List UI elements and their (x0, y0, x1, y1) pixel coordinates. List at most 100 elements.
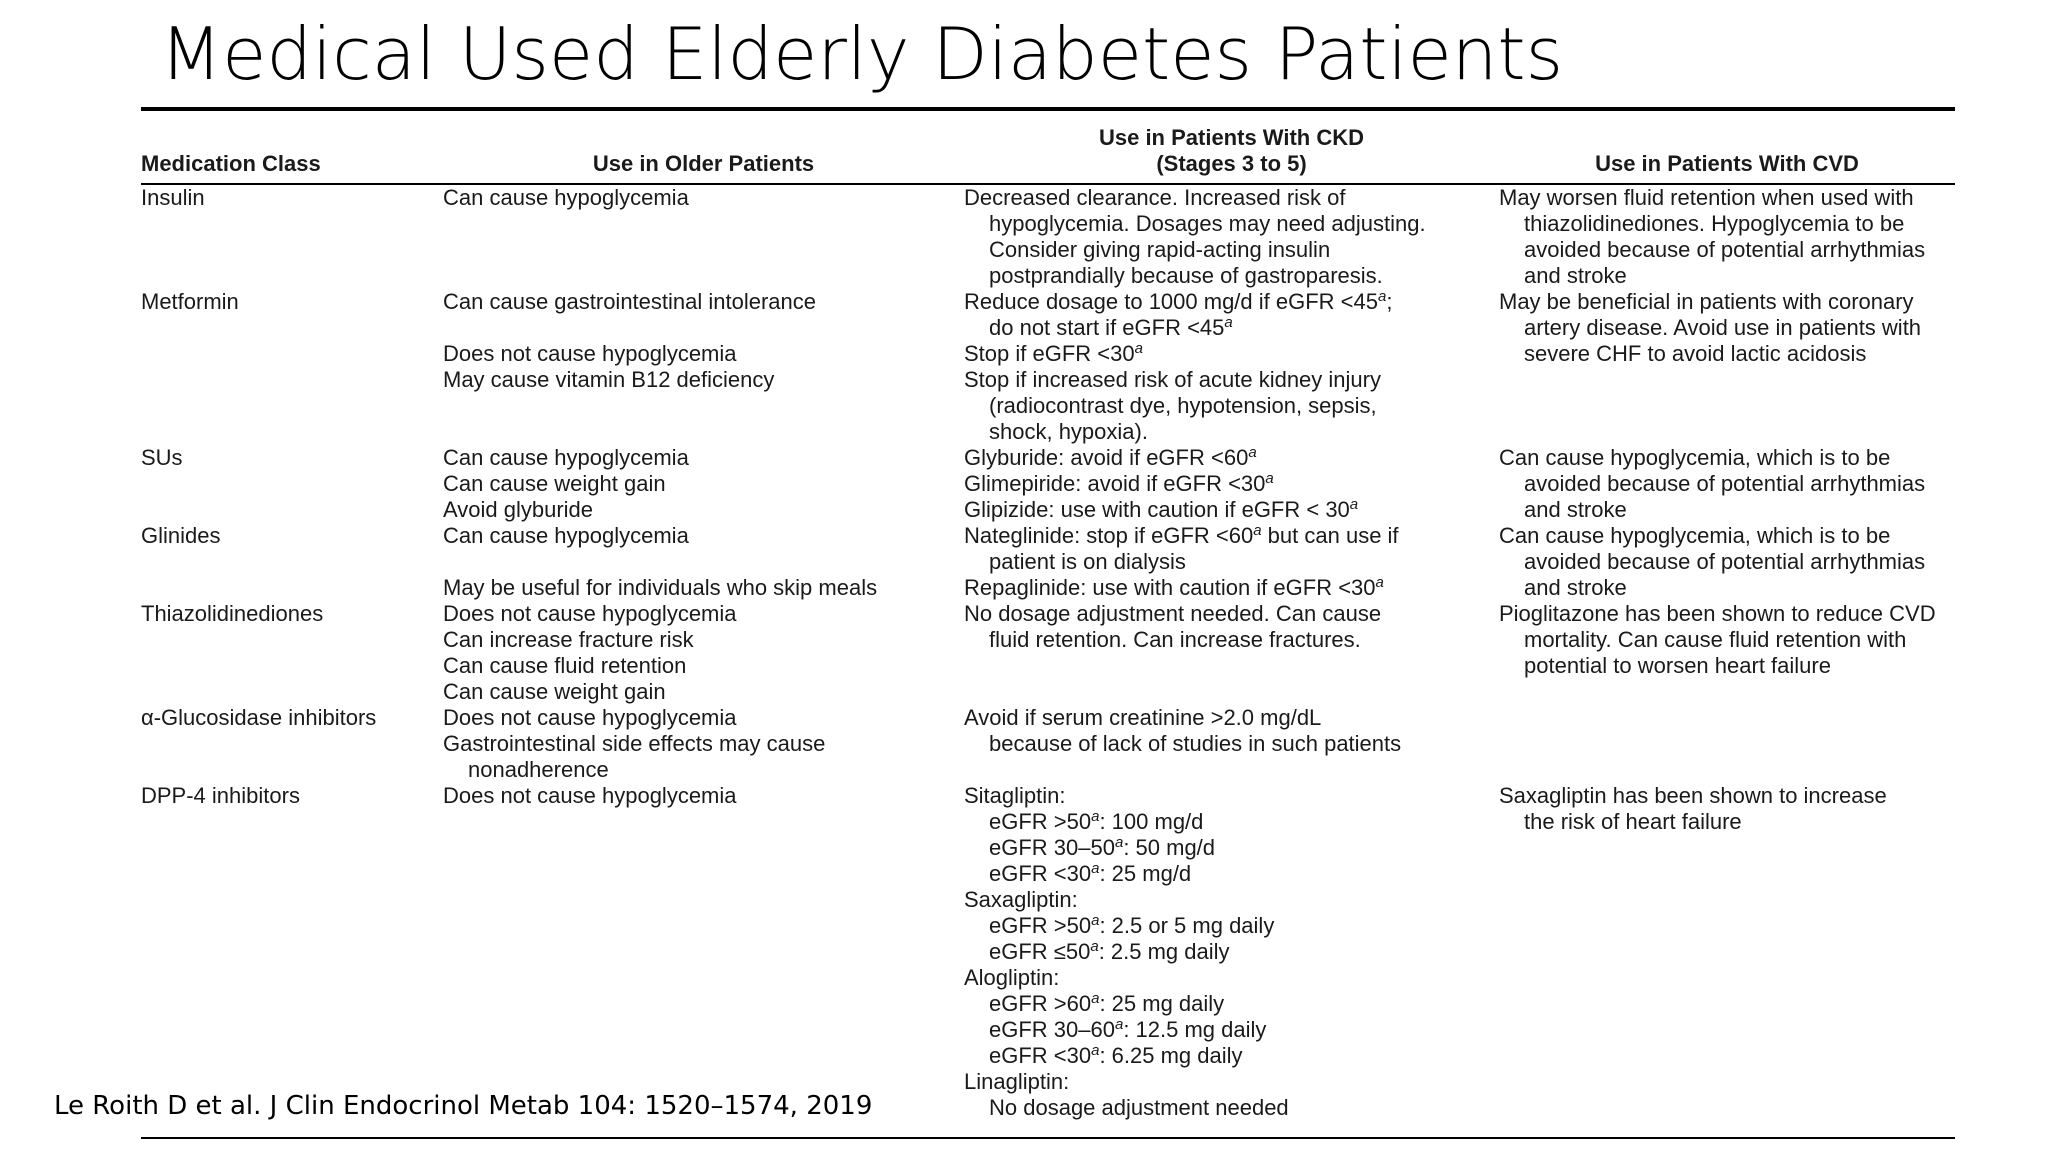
ckd-text: eGFR 30–60a: 12.5 mg daily (964, 1017, 1499, 1043)
table-row: Insulin Can cause hypoglycemia Decreased… (141, 184, 1955, 289)
ckd-fragment: Reduce dosage to 1000 mg/d if eGFR <45 (964, 289, 1378, 314)
ckd-text: eGFR <30a: 6.25 mg daily (964, 1043, 1499, 1069)
table-row: Glinides Can cause hypoglycemia May be u… (141, 523, 1955, 601)
cvd-text: and stroke (1524, 263, 1627, 288)
ckd-fragment: but can use if (1261, 523, 1399, 548)
table-row: SUs Can cause hypoglycemia Can cause wei… (141, 445, 1955, 523)
cell-ckd: Reduce dosage to 1000 mg/d if eGFR <45a;… (964, 289, 1499, 445)
medication-class-name: Metformin (141, 289, 239, 314)
footnote-marker: a (1253, 522, 1262, 539)
table-row: α-Glucosidase inhibitors Does not cause … (141, 705, 1955, 783)
cell-cvd: May worsen fluid retention when used wit… (1499, 184, 1955, 289)
ckd-text: Stop if eGFR <30a (964, 341, 1499, 367)
ckd-fragment: eGFR 30–50 (989, 835, 1115, 860)
cvd-text: avoided because of potential arrhythmias (1524, 237, 1926, 262)
ckd-fragment: eGFR 30–60 (989, 1017, 1115, 1042)
spacer (443, 549, 964, 575)
ckd-text: Decreased clearance. Increased risk of (964, 185, 1346, 210)
cvd-text: potential to worsen heart failure (1524, 653, 1831, 678)
header-ckd: Use in Patients With CKD (Stages 3 to 5) (964, 119, 1499, 185)
footnote-marker: a (1349, 496, 1359, 513)
header-older-patients: Use in Older Patients (443, 119, 964, 185)
medication-class-name: SUs (141, 445, 183, 470)
table-row: Thiazolidinediones Does not cause hypogl… (141, 601, 1955, 705)
ckd-fragment: Glyburide: avoid if eGFR <60 (964, 445, 1249, 470)
cvd-text: Saxagliptin has been shown to increase (1499, 783, 1887, 808)
older-text: Does not cause hypoglycemia (443, 783, 737, 808)
ckd-text: Sitagliptin: (964, 783, 1066, 808)
ckd-text: eGFR >50a: 100 mg/d (964, 809, 1499, 835)
cvd-text: the risk of heart failure (1524, 809, 1742, 834)
ckd-text: eGFR <30a: 25 mg/d (964, 861, 1499, 887)
ckd-text: Stop if increased risk of acute kidney i… (964, 367, 1381, 392)
ckd-fragment: Stop if eGFR <30 (964, 341, 1135, 366)
older-text: Does not cause hypoglycemia (443, 601, 737, 626)
slide-title: Medical Used Elderly Diabetes Patients (160, 12, 1564, 96)
ckd-text: eGFR >60a: 25 mg daily (964, 991, 1499, 1017)
footnote-marker: a (1090, 938, 1099, 955)
cell-older: Does not cause hypoglycemia (443, 783, 964, 1121)
cell-ckd: Nateglinide: stop if eGFR <60a but can u… (964, 523, 1499, 601)
medication-class-name: α-Glucosidase inhibitors (141, 705, 377, 730)
cvd-text: mortality. Can cause fluid retention wit… (1524, 627, 1907, 652)
ckd-text: Glimepiride: avoid if eGFR <30a (964, 471, 1499, 497)
footnote-marker: a (1265, 470, 1274, 487)
footnote-marker: a (1091, 990, 1100, 1007)
cvd-text: avoided because of potential arrhythmias (1524, 471, 1926, 496)
cvd-text: severe CHF to avoid lactic acidosis (1524, 341, 1867, 366)
ckd-fragment: eGFR ≤50 (989, 939, 1091, 964)
older-text: Avoid glyburide (443, 497, 594, 522)
footnote-marker: a (1091, 912, 1100, 929)
ckd-fragment: ; (1386, 289, 1393, 314)
ckd-fragment: eGFR <30 (989, 861, 1092, 886)
ckd-fragment: : 2.5 mg daily (1098, 939, 1230, 964)
ckd-fragment: : 25 mg daily (1099, 991, 1225, 1016)
footnote-marker: a (1114, 1016, 1124, 1033)
cell-medication-class: SUs (141, 445, 443, 523)
footnote-marker: a (1134, 340, 1143, 357)
older-text: Can increase fracture risk (443, 627, 694, 652)
ckd-fragment: Repaglinide: use with caution if eGFR <3… (964, 575, 1376, 600)
ckd-text: Linagliptin: (964, 1069, 1070, 1094)
older-text: Gastrointestinal side effects may cause (443, 731, 826, 756)
cell-medication-class: α-Glucosidase inhibitors (141, 705, 443, 783)
cvd-text: Can cause hypoglycemia, which is to be (1499, 445, 1891, 470)
header-ckd-line1: Use in Patients With CKD (1098, 125, 1365, 150)
spacer (443, 315, 964, 341)
ckd-text: postprandially because of gastroparesis. (989, 263, 1383, 288)
cvd-text: May worsen fluid retention when used wit… (1499, 185, 1914, 210)
cvd-text: avoided because of potential arrhythmias (1524, 549, 1926, 574)
ckd-fragment: eGFR >50 (989, 809, 1092, 834)
cvd-text: thiazolidinediones. Hypoglycemia to be (1524, 211, 1905, 236)
ckd-fragment: do not start if eGFR <45 (989, 315, 1225, 340)
footnote-marker: a (1114, 834, 1124, 851)
footnote-marker: a (1224, 314, 1233, 331)
older-text: May cause vitamin B12 deficiency (443, 367, 775, 392)
ckd-fragment: Glimepiride: avoid if eGFR <30 (964, 471, 1266, 496)
cell-older: Does not cause hypoglycemia Can increase… (443, 601, 964, 705)
ckd-text: eGFR >50a: 2.5 or 5 mg daily (964, 913, 1499, 939)
ckd-text: fluid retention. Can increase fractures. (989, 627, 1361, 652)
cell-ckd: No dosage adjustment needed. Can cause f… (964, 601, 1499, 705)
ckd-text: eGFR 30–50a: 50 mg/d (964, 835, 1499, 861)
ckd-fragment: : 50 mg/d (1123, 835, 1216, 860)
table-row: Metformin Can cause gastrointestinal int… (141, 289, 1955, 445)
cell-cvd: Can cause hypoglycemia, which is to be a… (1499, 445, 1955, 523)
older-text: Can cause fluid retention (443, 653, 687, 678)
older-text: May be useful for individuals who skip m… (443, 575, 878, 600)
ckd-fragment: : 6.25 mg daily (1099, 1043, 1243, 1068)
footnote-marker: a (1375, 574, 1384, 591)
cell-older: Can cause hypoglycemia (443, 184, 964, 289)
ckd-text: eGFR ≤50a: 2.5 mg daily (964, 939, 1499, 965)
ckd-text: No dosage adjustment needed. Can cause (964, 601, 1382, 626)
cell-medication-class: Insulin (141, 184, 443, 289)
ckd-text: No dosage adjustment needed (989, 1095, 1289, 1120)
cell-medication-class: Thiazolidinediones (141, 601, 443, 705)
header-cvd: Use in Patients With CVD (1499, 119, 1955, 185)
table-header-row: Medication Class Use in Older Patients U… (141, 119, 1955, 185)
cvd-text: and stroke (1524, 497, 1627, 522)
ckd-text: hypoglycemia. Dosages may need adjusting… (989, 211, 1426, 236)
older-text: nonadherence (468, 757, 609, 782)
medication-table-container: Medication Class Use in Older Patients U… (141, 119, 1955, 1121)
cell-ckd: Avoid if serum creatinine >2.0 mg/dL bec… (964, 705, 1499, 783)
